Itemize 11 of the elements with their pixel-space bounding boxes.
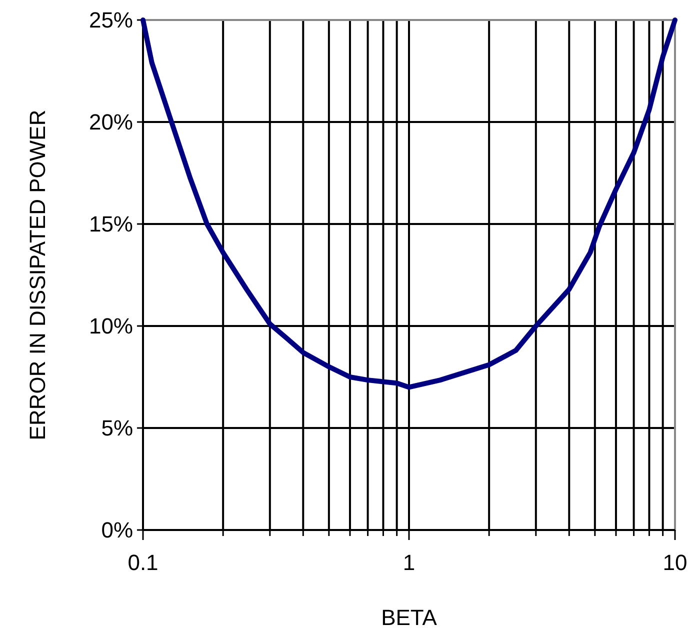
y-tick-label: 5% bbox=[101, 416, 133, 441]
y-axis-title: ERROR IN DISSIPATED POWER bbox=[25, 110, 50, 440]
y-tick-label: 10% bbox=[88, 314, 133, 339]
x-tick-label: 0.1 bbox=[128, 550, 158, 575]
y-tick-label: 20% bbox=[88, 110, 133, 135]
x-tick-label: 1 bbox=[402, 550, 416, 575]
y-tick-label: 15% bbox=[88, 212, 133, 237]
x-tick-label: 10 bbox=[662, 550, 688, 575]
x-axis-title: BETA bbox=[381, 605, 438, 630]
y-tick-label: 25% bbox=[88, 8, 133, 33]
y-tick-label: 0% bbox=[101, 518, 133, 543]
